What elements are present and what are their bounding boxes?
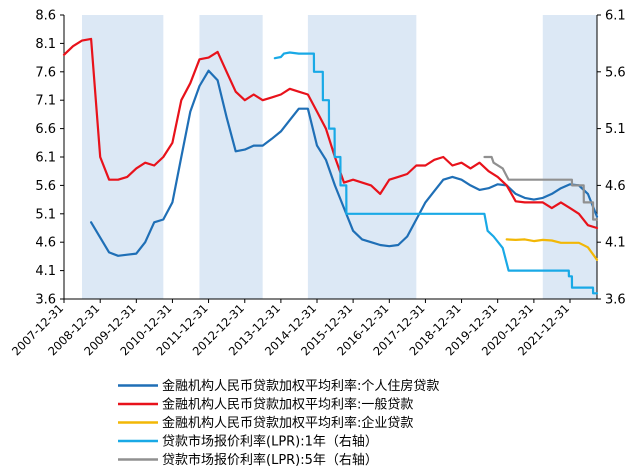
series-line-4 bbox=[273, 51, 599, 295]
right-tick-label: 3.6 bbox=[605, 293, 626, 308]
legend-label: 贷款市场报价利率(LPR):5年（右轴） bbox=[162, 452, 378, 467]
series-line-3 bbox=[505, 238, 599, 261]
series-line-2 bbox=[62, 37, 599, 230]
legend-label: 金融机构人民币贷款加权平均利率:一般贷款 bbox=[162, 397, 413, 413]
right-tick-label: 6.1 bbox=[605, 9, 626, 24]
left-tick-label: 6.6 bbox=[35, 122, 56, 137]
right-tick-label: 4.6 bbox=[605, 179, 626, 194]
shaded-period-3 bbox=[307, 15, 417, 299]
left-tick-label: 6.1 bbox=[35, 151, 56, 166]
left-tick-label: 4.1 bbox=[35, 264, 56, 279]
left-axis-ticks: 8.6 8.1 7.6 7.1 6.6 6.1 5.6 5.1 4.6 4.1 3.6 bbox=[35, 9, 64, 308]
shaded-periods bbox=[82, 15, 597, 299]
right-tick-label: 4.1 bbox=[605, 236, 626, 251]
right-tick-label: 5.6 bbox=[605, 65, 626, 80]
legend-label: 金融机构人民币贷款加权平均利率:个人住房贷款 bbox=[162, 378, 439, 394]
left-tick-label: 8.6 bbox=[35, 9, 56, 24]
left-tick-label: 7.1 bbox=[35, 94, 56, 109]
left-tick-label: 4.6 bbox=[35, 236, 56, 251]
shaded-period-2 bbox=[199, 15, 263, 299]
series-line-5 bbox=[483, 155, 599, 221]
right-tick-label: 5.1 bbox=[605, 122, 626, 137]
right-axis-ticks: 6.1 5.6 5.1 4.6 4.1 3.6 bbox=[597, 9, 626, 308]
legend-label: 金融机构人民币贷款加权平均利率:企业贷款 bbox=[162, 415, 413, 431]
legend-label: 贷款市场报价利率(LPR):1年（右轴） bbox=[162, 434, 378, 450]
left-tick-label: 3.6 bbox=[35, 293, 56, 308]
left-tick-label: 5.1 bbox=[35, 207, 56, 222]
left-tick-label: 7.6 bbox=[35, 65, 56, 80]
series-lines bbox=[62, 37, 599, 295]
left-tick-label: 5.6 bbox=[35, 179, 56, 194]
left-tick-label: 8.1 bbox=[35, 37, 56, 52]
x-axis-ticks: 2007-12-312008-12-312009-12-312010-12-31… bbox=[9, 299, 572, 358]
shaded-period-1 bbox=[82, 15, 164, 299]
shaded-period-4 bbox=[542, 15, 597, 299]
legend: 金融机构人民币贷款加权平均利率:个人住房贷款金融机构人民币贷款加权平均利率:一般… bbox=[118, 378, 439, 467]
series-line-1 bbox=[90, 69, 599, 257]
